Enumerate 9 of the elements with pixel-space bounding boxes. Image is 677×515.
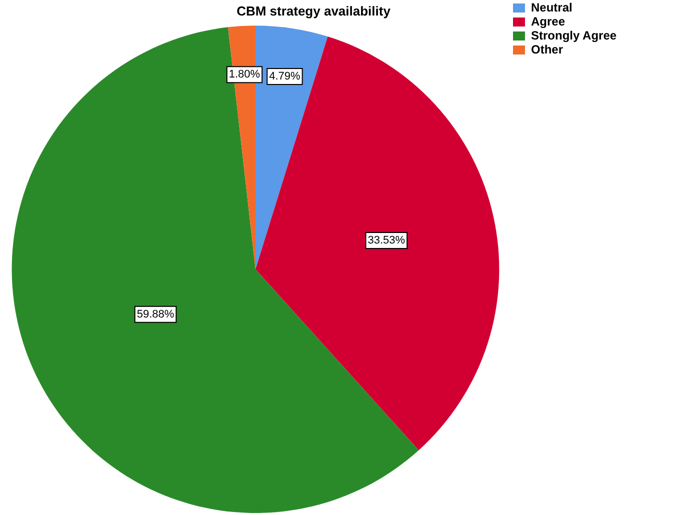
data-label: 33.53%	[368, 234, 406, 247]
legend-label: Strongly Agree	[530, 28, 617, 42]
data-label: 4.79%	[269, 70, 301, 83]
data-label: 1.80%	[228, 68, 260, 81]
data-label: 59.88%	[136, 308, 174, 320]
legend-label: Agree	[530, 14, 566, 28]
chart-title: CBM strategy availability	[236, 3, 392, 18]
legend-label: Neutral	[530, 0, 572, 14]
legend-label: Other	[530, 42, 564, 56]
